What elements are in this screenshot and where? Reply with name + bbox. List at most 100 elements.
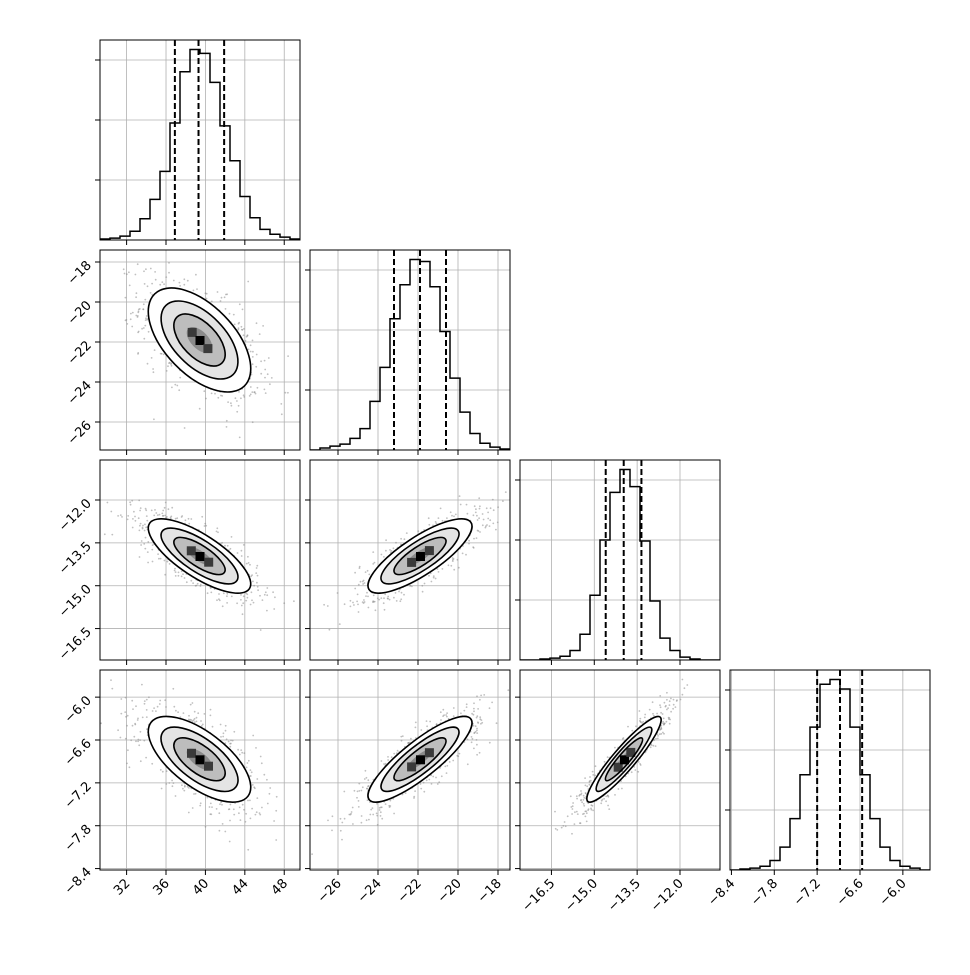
scatter-point [517, 685, 519, 687]
scatter-point [252, 735, 254, 737]
scatter-point [144, 548, 146, 550]
scatter-point [259, 812, 261, 814]
scatter-point [245, 340, 247, 342]
scatter-point [236, 411, 238, 413]
scatter-point [275, 839, 277, 841]
scatter-point [354, 572, 356, 574]
scatter-point [238, 391, 240, 393]
scatter-point [453, 515, 455, 517]
scatter-point [230, 804, 232, 806]
scatter-point [481, 722, 483, 724]
scatter-point [460, 712, 462, 714]
scatter-point [438, 781, 440, 783]
scatter-point [476, 515, 478, 517]
scatter-point [662, 713, 664, 715]
scatter-point [368, 574, 370, 576]
scatter-point [120, 713, 122, 715]
scatter-point [142, 528, 144, 530]
scatter-point [250, 394, 252, 396]
scatter-point [146, 319, 148, 321]
scatter-point [144, 299, 146, 301]
scatter-point [442, 520, 444, 522]
scatter-point [487, 512, 489, 514]
scatter-point [265, 591, 267, 593]
scatter-point [405, 792, 407, 794]
scatter-point [184, 577, 186, 579]
scatter-point [159, 284, 161, 286]
scatter-point [262, 599, 264, 601]
scatter-point [255, 366, 257, 368]
scatter-point [440, 719, 442, 721]
scatter-point [440, 508, 442, 510]
scatter-point [238, 322, 240, 324]
scatter-point [240, 397, 242, 399]
scatter-point [134, 724, 136, 726]
scatter-point [216, 527, 218, 529]
scatter-point [274, 596, 276, 598]
scatter-point [152, 544, 154, 546]
scatter-point [247, 762, 249, 764]
scatter-point [151, 357, 153, 359]
scatter-point [669, 700, 671, 702]
scatter-point [135, 740, 137, 742]
scatter-point [121, 516, 123, 518]
scatter-point [497, 506, 499, 508]
scatter-point [477, 708, 479, 710]
scatter-point [233, 808, 235, 810]
scatter-point [331, 830, 333, 832]
scatter-point [256, 778, 258, 780]
scatter-point [257, 575, 259, 577]
scatter-point [152, 561, 154, 563]
scatter-point [152, 368, 154, 370]
scatter-point [380, 597, 382, 599]
scatter-point [365, 595, 367, 597]
scatter-point [475, 731, 477, 733]
density-peak [425, 748, 434, 757]
scatter-point [586, 821, 588, 823]
scatter-point [350, 813, 352, 815]
scatter-point [261, 807, 263, 809]
scatter-point [256, 565, 258, 567]
scatter-point [357, 594, 359, 596]
scatter-point [175, 710, 177, 712]
scatter-point [273, 820, 275, 822]
scatter-point [143, 270, 145, 272]
scatter-point [268, 357, 270, 359]
scatter-point [131, 700, 133, 702]
scatter-point [431, 581, 433, 583]
scatter-point [146, 716, 148, 718]
histogram-step-3 [730, 680, 930, 870]
scatter-point [171, 365, 173, 367]
scatter-point [323, 604, 325, 606]
scatter-point [452, 760, 454, 762]
scatter-point [255, 814, 257, 816]
scatter-point [446, 772, 448, 774]
hist-panel-3 [730, 670, 930, 870]
scatter-point [493, 509, 495, 511]
scatter-point [135, 705, 137, 707]
scatter-point [126, 323, 128, 325]
scatter-point [146, 515, 148, 517]
scatter-point [161, 513, 163, 515]
scatter-point [266, 610, 268, 612]
scatter-point [372, 807, 374, 809]
scatter-point [473, 547, 475, 549]
scatter-point [197, 712, 199, 714]
scatter-point [144, 283, 146, 285]
scatter-point [471, 713, 473, 715]
scatter-point [125, 738, 127, 740]
scatter-point [132, 518, 134, 520]
scatter-point [428, 524, 430, 526]
scatter-point [242, 804, 244, 806]
scatter-point [477, 530, 479, 532]
scatter-point [230, 743, 232, 745]
scatter-point [249, 395, 251, 397]
scatter-point [226, 738, 228, 740]
scatter-point [190, 518, 192, 520]
scatter-panel-2-1 [310, 460, 529, 660]
scatter-point [225, 308, 227, 310]
scatter-point [327, 605, 329, 607]
scatter-point [243, 544, 245, 546]
scatter-point [482, 513, 484, 515]
scatter-point [236, 400, 238, 402]
